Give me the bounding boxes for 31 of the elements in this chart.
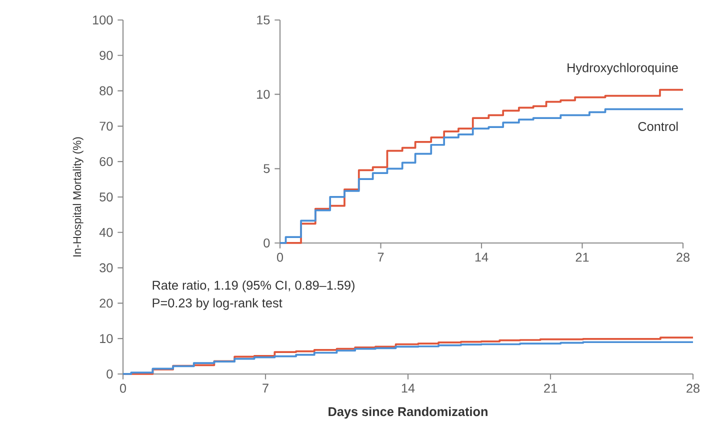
y-tick-label: 80 — [100, 86, 113, 96]
y-tick-label: 0 — [264, 238, 270, 248]
annotation: P=0.23 by log-rank test — [152, 298, 282, 310]
series-label: Control — [638, 122, 678, 131]
x-tick-label: 21 — [544, 384, 557, 393]
y-tick-label: 60 — [100, 157, 113, 166]
x-tick-label: 7 — [262, 384, 268, 393]
x-tick-label: 0 — [276, 252, 284, 262]
x-tick-label: 14 — [402, 384, 415, 393]
y-tick-label: 30 — [100, 263, 113, 272]
x-tick-label: 21 — [576, 252, 589, 262]
x-tick-label: 28 — [686, 384, 700, 393]
x-tick-label: 28 — [676, 252, 690, 262]
y-tick-label: 50 — [100, 192, 113, 202]
y-axis-title: In-Hospital Mortality (%) — [72, 137, 84, 256]
y-tick-label: 70 — [100, 122, 113, 131]
y-tick-label: 5 — [264, 164, 270, 174]
y-tick-label: 90 — [100, 50, 113, 60]
y-tick-label: 15 — [257, 16, 270, 24]
series-label: Hydroxychloroquine — [568, 62, 678, 75]
y-tick-label: 10 — [257, 90, 270, 99]
x-tick-label: 14 — [475, 252, 488, 262]
x-axis-title: Days since Randomization — [328, 406, 488, 419]
x-tick-label: 0 — [120, 384, 126, 393]
y-tick-label: 10 — [100, 334, 113, 344]
y-tick-label: 0 — [106, 370, 113, 378]
y-tick-label: 40 — [99, 228, 113, 237]
annotation: Rate ratio, 1.19 (95% CI, 0.89–1.59) — [152, 280, 354, 292]
y-tick-label: 20 — [100, 298, 113, 308]
y-tick-label: 100 — [93, 16, 113, 24]
x-tick-label: 7 — [378, 252, 384, 262]
